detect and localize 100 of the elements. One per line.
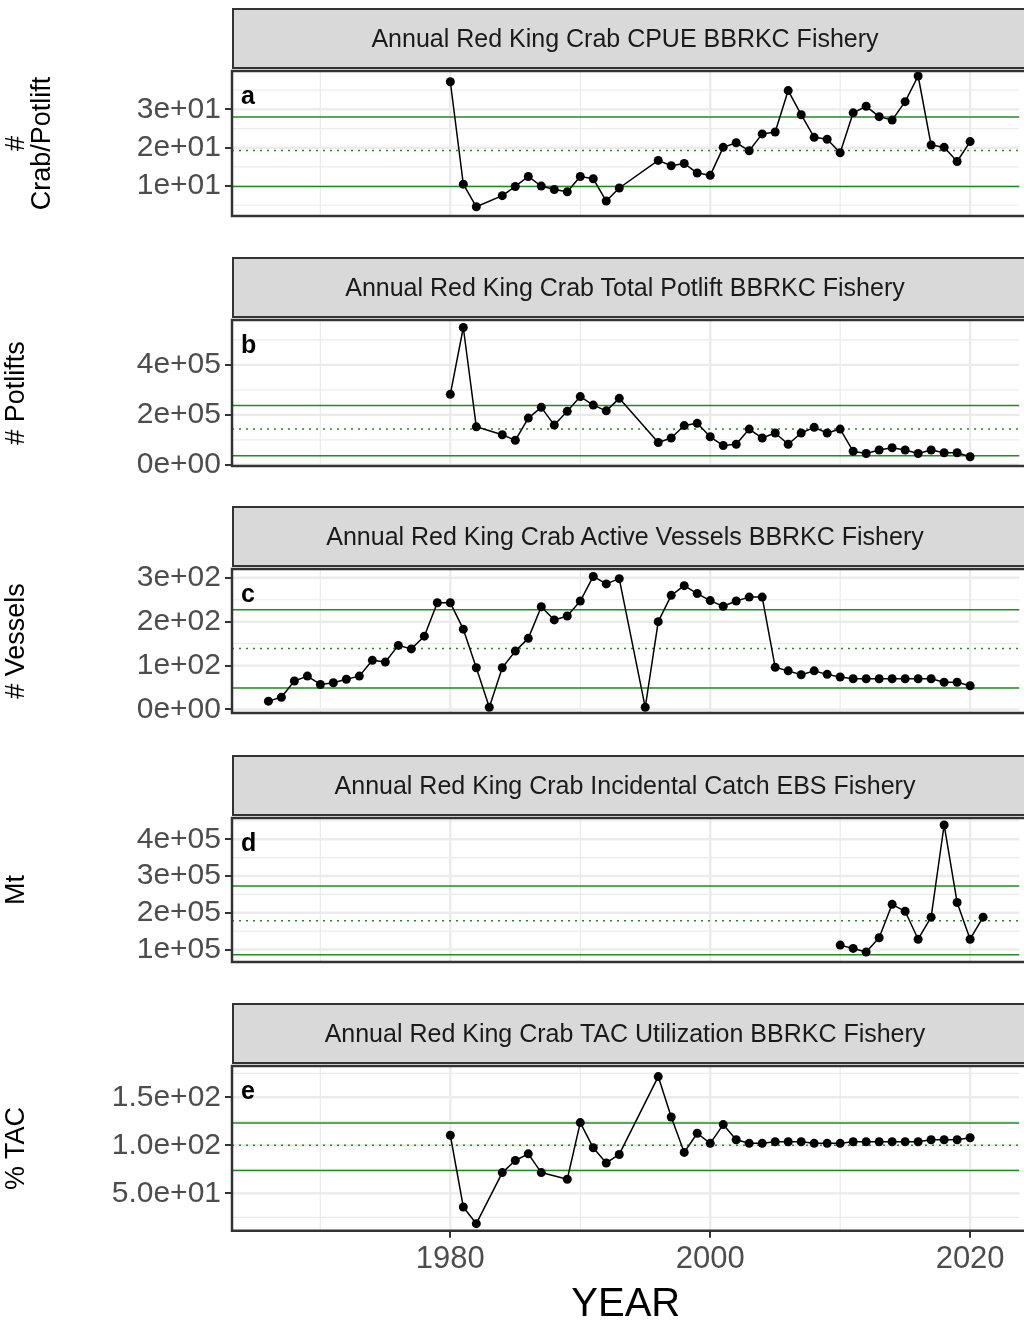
- point: [705, 432, 715, 442]
- point: [835, 672, 845, 682]
- y-axis-title: # Crab/Potlift: [0, 76, 56, 211]
- point: [874, 112, 884, 122]
- point: [848, 674, 858, 684]
- point: [874, 1137, 884, 1147]
- y-axis-title: # Vessels: [0, 583, 31, 699]
- point: [601, 406, 611, 416]
- point: [848, 446, 858, 456]
- point: [497, 191, 507, 201]
- point: [705, 170, 715, 180]
- point: [861, 449, 871, 459]
- point: [562, 406, 572, 416]
- point: [705, 1138, 715, 1148]
- x-tick-label: 2020: [935, 1239, 1005, 1275]
- y-tick-label: 1.0e+02: [111, 1126, 221, 1160]
- point: [835, 424, 845, 434]
- point: [822, 134, 832, 144]
- point: [744, 592, 754, 602]
- point: [809, 132, 819, 142]
- point: [406, 644, 416, 654]
- point: [575, 596, 585, 606]
- point: [497, 1168, 507, 1178]
- point: [341, 674, 351, 684]
- point: [601, 196, 611, 206]
- point: [913, 1137, 923, 1147]
- point: [471, 663, 481, 673]
- point: [302, 671, 312, 681]
- point: [926, 674, 936, 684]
- point: [913, 674, 923, 684]
- point: [887, 674, 897, 684]
- point: [770, 1137, 780, 1147]
- point: [549, 615, 559, 625]
- chart-title: Annual Red King Crab Total Potlift BBRKC Fishery: [232, 257, 1024, 318]
- point: [770, 662, 780, 672]
- chart-title: Annual Red King Crab Incidental Catch EBS Fishery: [232, 755, 1024, 816]
- point: [809, 422, 819, 432]
- y-tick-label: 2e+05: [136, 396, 221, 430]
- x-tick-label: 2000: [675, 1239, 745, 1275]
- point: [874, 445, 884, 455]
- point: [666, 590, 676, 600]
- point: [666, 161, 676, 171]
- annotation: c: [241, 579, 255, 608]
- y-tick-label: 5.0e+01: [111, 1174, 221, 1208]
- point: [809, 1138, 819, 1148]
- point: [783, 86, 793, 96]
- y-tick-label: 0e+00: [136, 446, 221, 480]
- point: [770, 127, 780, 137]
- point: [653, 1072, 663, 1082]
- point: [692, 168, 702, 178]
- y-axis-title: % TAC: [0, 1106, 31, 1190]
- point: [783, 1137, 793, 1147]
- point: [835, 1138, 845, 1148]
- point: [718, 441, 728, 451]
- point: [965, 137, 975, 147]
- point: [315, 679, 325, 689]
- point: [952, 448, 962, 458]
- point: [796, 428, 806, 438]
- point: [458, 1202, 468, 1212]
- point: [900, 906, 910, 916]
- point: [692, 589, 702, 599]
- point: [588, 1143, 598, 1153]
- point: [744, 146, 754, 156]
- point: [679, 158, 689, 168]
- point: [562, 1174, 572, 1184]
- point: [510, 646, 520, 656]
- point: [276, 692, 286, 702]
- point: [601, 1158, 611, 1168]
- point: [744, 424, 754, 434]
- y-tick-label: 3e+05: [136, 857, 221, 891]
- point: [822, 428, 832, 438]
- point: [692, 1128, 702, 1138]
- point: [900, 1137, 910, 1147]
- point: [289, 676, 299, 686]
- point: [614, 1149, 624, 1159]
- point: [653, 438, 663, 448]
- y-tick-label: 4e+05: [136, 346, 221, 380]
- y-tick-label: 2e+02: [136, 602, 221, 636]
- point: [536, 1168, 546, 1178]
- point: [393, 640, 403, 650]
- point: [757, 129, 767, 139]
- point: [848, 943, 858, 953]
- point: [497, 663, 507, 673]
- point: [965, 1133, 975, 1143]
- point: [900, 674, 910, 684]
- point: [536, 402, 546, 412]
- y-tick-label: 2e+01: [136, 128, 221, 162]
- point: [731, 138, 741, 148]
- point: [445, 77, 455, 87]
- point: [887, 115, 897, 125]
- point: [757, 1138, 767, 1148]
- point: [952, 677, 962, 687]
- point: [939, 142, 949, 152]
- point: [471, 202, 481, 212]
- point: [887, 1137, 897, 1147]
- point: [757, 433, 767, 443]
- y-tick-label: 3e+02: [136, 559, 221, 593]
- point: [601, 579, 611, 589]
- point: [718, 1120, 728, 1130]
- point: [796, 110, 806, 120]
